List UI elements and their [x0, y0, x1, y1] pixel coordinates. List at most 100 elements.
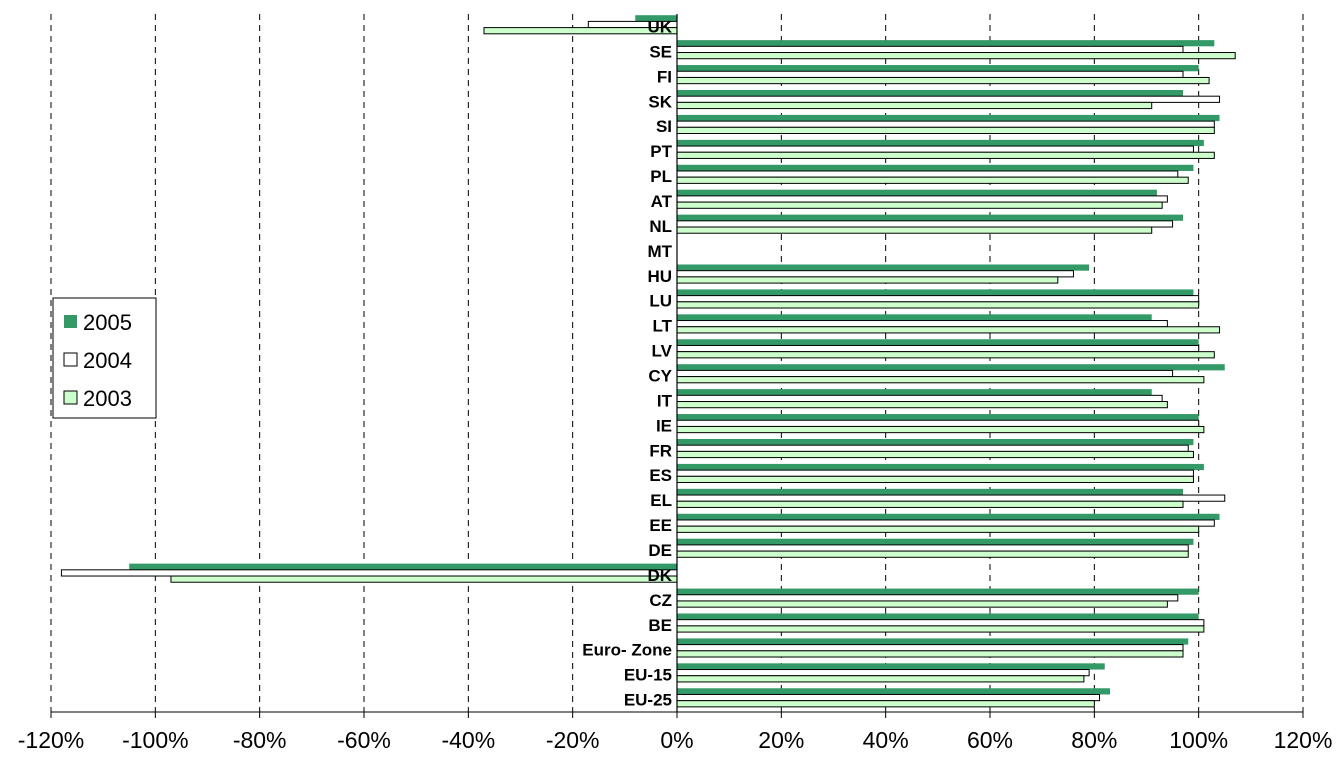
bar-2005-ie [677, 414, 1199, 421]
bar-2003-hu [676, 276, 1059, 284]
category-label: MT [647, 242, 672, 261]
bar-2004-euro-zone [676, 644, 1184, 652]
bar-2003-pt [676, 151, 1215, 159]
category-label: LV [652, 342, 673, 361]
x-tick-label: -100% [122, 727, 188, 753]
bar-2003-eu-15 [676, 675, 1085, 683]
bar-2003-el [676, 500, 1184, 508]
x-tick-label: 0% [660, 727, 693, 753]
bar-2003-lv [676, 351, 1215, 359]
bar-2004-cz [676, 594, 1179, 602]
bar-2003-sk [676, 101, 1153, 110]
bar-2003-eu-25 [676, 700, 1095, 708]
category-label: SE [649, 42, 672, 61]
bar-2004-si [676, 120, 1215, 128]
bar-2005-euro-zone [677, 638, 1189, 645]
bar-2004-cy [676, 369, 1174, 378]
x-tick-label: -80% [233, 727, 287, 753]
category-label: CY [648, 366, 672, 385]
category-label: SI [656, 117, 672, 136]
bar-2005-pt [677, 139, 1204, 147]
category-label: NL [649, 217, 672, 236]
legend-label: 2003 [83, 386, 132, 411]
bar-2004-eu-25 [676, 693, 1101, 702]
bar-2004-hu [676, 270, 1074, 278]
bar-2004-sk [676, 95, 1221, 103]
bar-2003-at [676, 201, 1163, 209]
bar-2005-se [677, 40, 1215, 47]
x-tick-label: -40% [441, 727, 495, 753]
x-tick-label: 40% [863, 727, 909, 753]
bar-2005-eu-15 [677, 663, 1105, 670]
bar-2003-it [676, 401, 1168, 409]
bar-2005-cy [677, 364, 1225, 371]
category-label: CZ [649, 591, 672, 610]
bar-2003-be [676, 625, 1205, 633]
legend: 2005 2004 2003 [52, 297, 157, 419]
bar-2005-de [677, 538, 1194, 545]
legend-swatch [63, 352, 78, 367]
category-label: DK [647, 566, 672, 585]
category-label: EE [649, 516, 672, 535]
bar-2004-es [676, 469, 1194, 477]
legend-swatch [64, 315, 77, 328]
category-label: Euro- Zone [582, 641, 672, 660]
x-tick-label: 100% [1169, 727, 1228, 753]
bar-2003-lt [676, 326, 1221, 334]
x-tick-label: -120% [18, 727, 84, 753]
legend-swatch [63, 390, 78, 405]
bar-2003-cz [676, 600, 1168, 608]
bar-2003-de [676, 550, 1189, 558]
x-tick-label: 60% [967, 727, 1013, 753]
category-label: IE [656, 416, 672, 435]
category-label: BE [648, 616, 672, 635]
bar-2005-lt [677, 314, 1152, 321]
bar-2004-be [676, 619, 1205, 627]
category-label: SK [648, 92, 672, 111]
category-label: UK [647, 17, 672, 36]
bar-2004-at [676, 195, 1168, 203]
bar-2005-si [677, 114, 1220, 122]
bar-2004-lt [676, 320, 1168, 328]
bar-2003-si [676, 126, 1215, 135]
category-label: FI [657, 67, 672, 86]
x-tick-label: -20% [546, 727, 600, 753]
bar-2005-sk [677, 89, 1184, 97]
bar-2004-nl [676, 220, 1174, 228]
bar-2005-dk [129, 563, 677, 570]
bar-2005-nl [677, 214, 1184, 221]
bar-2003-euro-zone [676, 650, 1184, 658]
bar-2005-hu [677, 264, 1090, 271]
category-label: FR [649, 441, 672, 460]
bar-2004-pl [676, 170, 1179, 178]
bar-2005-at [677, 189, 1157, 196]
bar-2003-dk [170, 575, 678, 583]
legend-label: 2004 [83, 348, 132, 373]
bar-2003-pl [676, 176, 1189, 184]
bar-2003-se [676, 52, 1236, 60]
bar-2004-eu-15 [676, 669, 1090, 677]
bar-2005-eu-25 [677, 688, 1110, 695]
bar-2005-lu [677, 289, 1194, 296]
bar-2004-fi [676, 70, 1184, 78]
bar-2004-dk [60, 569, 678, 577]
bar-2005-fr [677, 438, 1194, 446]
bar-2005-cz [677, 588, 1199, 595]
category-label: LU [649, 292, 672, 311]
bar-2003-ie [676, 425, 1205, 434]
legend-label: 2005 [83, 310, 132, 335]
bar-2004-it [676, 394, 1163, 403]
bar-2003-es [676, 475, 1194, 484]
bar-2003-lu [676, 301, 1200, 309]
category-label: HU [647, 267, 672, 286]
x-axis: -120% -100% -80% -60% -40% -20% 0% 20% 40% 60% 80%… [18, 14, 1333, 753]
category-label: EU-25 [624, 691, 672, 710]
bar-2004-lv [676, 344, 1200, 353]
category-label: EU-15 [624, 666, 672, 685]
category-label: ES [649, 466, 672, 485]
x-tick-label: -60% [337, 727, 391, 753]
bar-2004-el [676, 494, 1226, 502]
x-tick-label: 120% [1274, 727, 1333, 753]
bar-2005-lv [677, 339, 1199, 346]
